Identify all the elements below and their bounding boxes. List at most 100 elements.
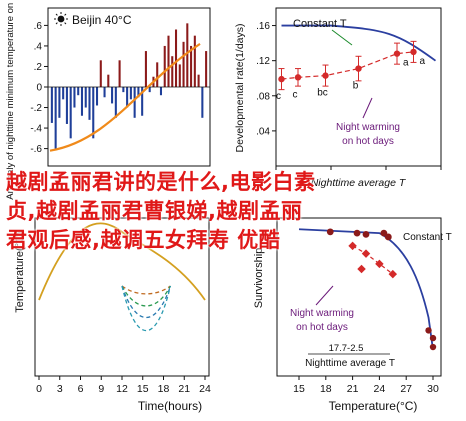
bar	[84, 87, 87, 108]
warming-annotation-arrow	[315, 285, 334, 306]
y-tick-label: .12	[256, 56, 270, 67]
constant-series-line	[281, 24, 437, 62]
bar	[111, 87, 114, 104]
bar	[122, 87, 125, 93]
legend: Beijin 40°C	[54, 12, 132, 27]
bar	[159, 87, 163, 96]
bar	[193, 35, 196, 87]
dip-curve	[121, 285, 172, 332]
x-axis-title-fragment: Nighttime average T	[311, 177, 407, 189]
constant-point	[384, 233, 392, 241]
dip-curve	[121, 285, 171, 295]
x-tick-label: 30	[427, 383, 439, 395]
x-axis-ticks: 0 3 6 9 12 15 18 21 24	[36, 376, 211, 395]
x-tick-label: 9	[98, 383, 104, 395]
x-tick-label: 18	[158, 383, 170, 395]
bar	[156, 62, 159, 87]
x-tick-label: 6	[78, 383, 84, 395]
y-tick-label: .4	[34, 41, 43, 52]
plot-frame	[276, 217, 442, 377]
bar	[141, 87, 144, 116]
panel-survivorship: 15 18 21 24 27 30 Survivorship Temperature(°C…	[253, 217, 452, 413]
y-tick-label: .16	[256, 21, 270, 32]
x-tick-label: 12	[116, 383, 128, 395]
constant-point	[362, 231, 370, 238]
bar	[77, 87, 80, 96]
y-tick-label: .08	[256, 91, 270, 102]
bar	[62, 87, 65, 100]
warming-point	[361, 249, 371, 258]
bar	[178, 64, 181, 87]
bar	[129, 87, 132, 100]
x-tick-label: 24	[199, 383, 211, 395]
panel-developmental-rate: .04.08.12.16 Developmental rate(1/days) …	[234, 7, 442, 189]
average-value: 17.7-2.5	[329, 343, 364, 354]
x-tick-label: 15	[137, 383, 149, 395]
bar	[182, 41, 185, 87]
warming-series-points: c c bc b a a	[276, 40, 426, 102]
x-tick-label: 3	[57, 383, 63, 395]
x-tick-label: 27	[400, 383, 412, 395]
y-tick-label: -.4	[30, 124, 42, 135]
data-point	[278, 75, 285, 83]
main-curve	[38, 222, 206, 301]
bar	[99, 60, 102, 87]
bar	[103, 87, 106, 98]
warming-point	[375, 259, 384, 269]
x-tick-label: 21	[178, 383, 190, 395]
bar	[201, 87, 204, 118]
y-tick-label: -.2	[30, 103, 42, 114]
trend-line	[49, 42, 201, 152]
x-axis-title: Time(hours)	[138, 399, 202, 413]
sun-icon	[54, 12, 68, 26]
dip-curve	[121, 285, 172, 318]
bar	[126, 87, 129, 108]
bar	[50, 87, 53, 123]
data-point	[410, 48, 417, 56]
bar	[54, 87, 57, 149]
significance-label: a	[420, 56, 426, 67]
constant-annotation-label: Constant T	[403, 232, 452, 243]
y-axis-title: Anomaly of nighttime minimum temperature…	[5, 0, 16, 200]
bar	[65, 87, 68, 124]
bar	[197, 74, 200, 87]
x-axis-title: Temperature(°C)	[329, 399, 418, 413]
bar	[73, 87, 76, 108]
bar	[88, 87, 91, 120]
y-tick-label: 0	[36, 83, 42, 94]
bar	[107, 74, 110, 87]
legend-label: Beijin 40°C	[72, 13, 132, 27]
bar	[148, 87, 151, 93]
bar-series	[50, 23, 208, 149]
warming-annotation-line1: Night warming	[336, 122, 400, 133]
x-tick-label: 0	[36, 383, 42, 395]
y-tick-label: .2	[34, 62, 43, 73]
tail-point	[429, 343, 437, 351]
y-tick-label: .6	[34, 21, 43, 32]
bar	[80, 87, 84, 116]
bar	[174, 29, 178, 87]
average-label: Nighttime average T	[305, 358, 395, 369]
warming-annotation-line2: on hot days	[342, 136, 394, 147]
y-axis-ticks: -.6 -.4 -.2 0 .2 .4 .6	[30, 21, 48, 155]
constant-point	[380, 229, 388, 237]
x-tick-label: 21	[347, 383, 359, 395]
significance-label: b	[353, 81, 359, 92]
constant-annotation-arrow	[331, 29, 353, 46]
significance-label: bc	[317, 88, 328, 99]
dip-curves	[121, 285, 172, 332]
constant-point	[353, 229, 361, 237]
plot-frame	[34, 217, 210, 377]
panel-temperature-time: 0 3 6 9 12 15 18 21 24 Temperature(°C) Time(hour…	[14, 217, 211, 413]
bar	[92, 87, 95, 139]
bar	[95, 87, 99, 106]
bar	[167, 35, 170, 87]
data-point	[322, 72, 329, 79]
warming-annotation-arrow	[362, 97, 373, 119]
y-axis-title: Temperature(°C)	[14, 231, 26, 312]
dip-curve	[121, 285, 171, 307]
bar	[133, 87, 136, 118]
x-tick-label: 18	[320, 383, 332, 395]
warming-annotation-line1: Night warming	[290, 308, 354, 319]
